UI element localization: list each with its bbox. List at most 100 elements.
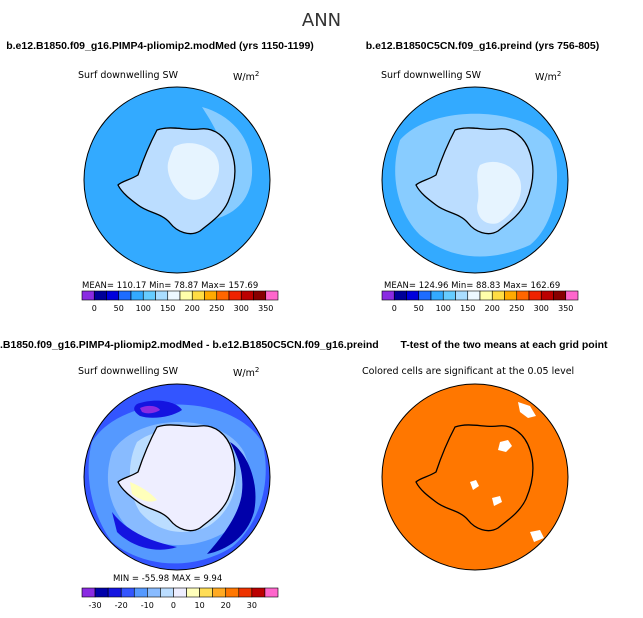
colorbar-cell	[225, 587, 240, 598]
colorbar-tick-label: 150	[160, 304, 175, 313]
colorbar-cell	[430, 290, 444, 301]
panel4-insig-1	[498, 440, 512, 452]
colorbar-cell	[418, 290, 432, 301]
colorbar-cell	[240, 290, 254, 301]
colorbar-cell	[179, 290, 193, 301]
panel1-units: W/m2	[233, 70, 260, 84]
colorbar-tick-label: 350	[258, 304, 273, 313]
colorbar-tick-label: 200	[485, 304, 500, 313]
panel3-title: .B1850.f09_g16.PIMP4-pliomip2.modMed - b…	[0, 339, 379, 351]
colorbar-cell	[467, 290, 481, 301]
panel3-continent	[118, 424, 235, 531]
colorbar-cell	[565, 290, 579, 301]
panel3-colorbar: -30 -20 -10 0 10 20 30	[81, 587, 279, 610]
colorbar-cell	[553, 290, 567, 301]
colorbar-cell	[393, 290, 407, 301]
colorbar-cell	[491, 290, 505, 301]
colorbar-cell	[142, 290, 156, 301]
panel3-strong-east	[207, 442, 256, 554]
colorbar-tick-label: -10	[141, 601, 154, 610]
colorbar-tick-label: 300	[534, 304, 549, 313]
panel3-coastline	[117, 424, 236, 532]
panel3-units: W/m2	[233, 366, 260, 380]
colorbar-cell	[455, 290, 469, 301]
colorbar-cell	[253, 290, 267, 301]
panel2-map	[381, 86, 569, 274]
colorbar-cell	[94, 587, 109, 598]
panel4-insig-5	[530, 530, 544, 542]
colorbar-tick-label: 0	[392, 304, 397, 313]
panel1-title: b.e12.B1850.f09_g16.PIMP4-pliomip2.modMe…	[6, 40, 314, 52]
panel2-variable: Surf downwelling SW	[381, 70, 481, 81]
panel3-map	[83, 383, 271, 571]
colorbar-tick-label: 250	[209, 304, 224, 313]
colorbar-cell	[442, 290, 456, 301]
colorbar-cell	[191, 290, 205, 301]
colorbar-tick-label: 100	[136, 304, 151, 313]
panel1-map	[83, 86, 271, 274]
colorbar-cell	[264, 587, 279, 598]
colorbar-cell	[199, 587, 213, 598]
panel4-title: T-test of the two means at each grid poi…	[400, 339, 608, 351]
panel2-coastline	[415, 127, 534, 235]
panel2-units: W/m2	[535, 70, 562, 84]
colorbar-tick-label: 200	[185, 304, 200, 313]
panel2-stats: MEAN= 124.96 Min= 88.83 Max= 162.69	[384, 281, 561, 291]
colorbar-cell	[251, 587, 266, 598]
panel4-insig-4	[492, 496, 502, 506]
colorbar-cell	[155, 290, 169, 301]
colorbar-cell	[216, 290, 230, 301]
colorbar-tick-label: 150	[460, 304, 475, 313]
colorbar-cell	[107, 587, 122, 598]
panel3-positive-patch	[130, 482, 157, 502]
panel2-ice-light	[477, 161, 522, 224]
panel4-significant	[382, 384, 568, 570]
colorbar-tick-label: 0	[171, 601, 176, 610]
panel2-title: b.e12.B1850C5CN.f09_g16.preind (yrs 756-…	[365, 40, 600, 52]
colorbar-tick-label: 30	[247, 601, 257, 610]
colorbar-cell	[147, 587, 161, 598]
colorbar-cell	[265, 290, 279, 301]
colorbar-cell	[540, 290, 554, 301]
colorbar-tick-label: 350	[558, 304, 573, 313]
colorbar-cell	[228, 290, 242, 301]
panel4-variable: Colored cells are significant at the 0.0…	[362, 366, 575, 377]
panel4-map	[381, 383, 569, 571]
panel4-insig-2	[518, 402, 536, 418]
colorbar-tick-label: 300	[234, 304, 249, 313]
colorbar-tick-label: 20	[221, 601, 231, 610]
colorbar-cell	[120, 587, 135, 598]
panel1-ice-light	[167, 143, 220, 200]
colorbar-cell	[133, 587, 148, 598]
colorbar-cell	[406, 290, 420, 301]
colorbar-tick-label: -30	[89, 601, 102, 610]
panel4-coastline	[415, 424, 534, 532]
colorbar-cell	[186, 587, 200, 598]
colorbar-cell	[118, 290, 132, 301]
colorbar-cell	[130, 290, 144, 301]
colorbar-cell	[479, 290, 493, 301]
colorbar-cell	[238, 587, 253, 598]
colorbar-cell	[81, 587, 96, 598]
colorbar-tick-label: 100	[436, 304, 451, 313]
colorbar-cell	[381, 290, 395, 301]
colorbar-tick-label: 10	[195, 601, 205, 610]
panel4-insig-3	[470, 480, 479, 490]
panel3-strong-southwest	[112, 512, 177, 550]
colorbar-cell	[160, 587, 174, 598]
panel1-coastline	[117, 127, 236, 235]
panel3-variable: Surf downwelling SW	[78, 366, 178, 377]
panel3-stats: MIN = -55.98 MAX = 9.94	[113, 574, 223, 584]
panel1-colorbar: 0 50 100 150 200 250 300 350	[81, 290, 279, 313]
colorbar-cell	[204, 290, 218, 301]
figure-title: ANN	[301, 10, 342, 31]
colorbar-cell	[81, 290, 95, 301]
colorbar-cell	[93, 290, 107, 301]
colorbar-tick-label: 0	[92, 304, 97, 313]
colorbar-tick-label: -20	[115, 601, 128, 610]
panel1-variable: Surf downwelling SW	[78, 70, 178, 81]
colorbar-tick-label: 50	[414, 304, 424, 313]
panel1-stats: MEAN= 110.17 Min= 78.87 Max= 157.69	[82, 281, 259, 291]
panel3-min-patch	[140, 405, 160, 414]
colorbar-cell	[504, 290, 518, 301]
